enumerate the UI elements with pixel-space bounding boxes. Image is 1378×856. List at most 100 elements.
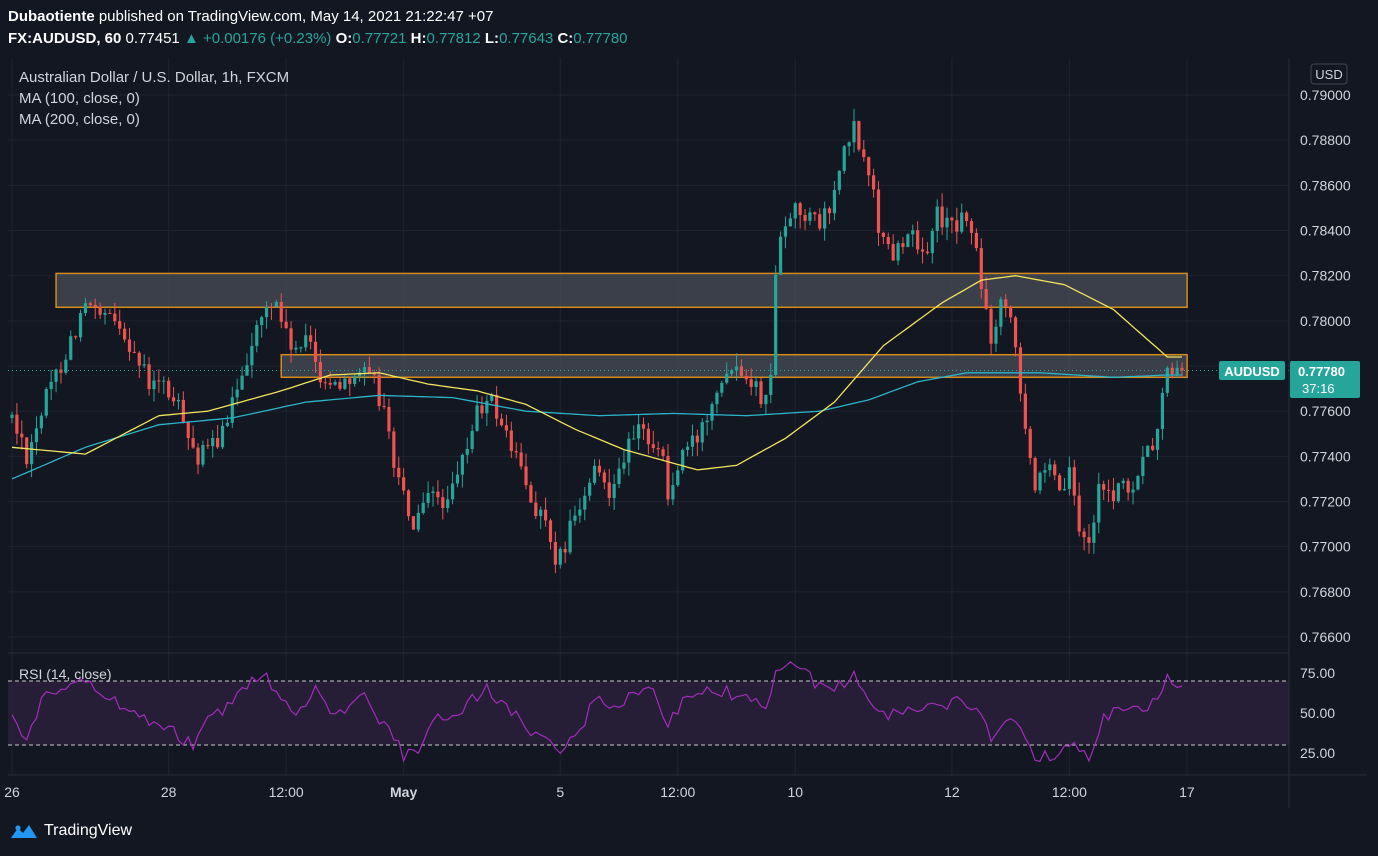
candle-body [49, 381, 53, 389]
candle-body [583, 495, 587, 510]
candle-body [426, 493, 430, 503]
ma100-line [11, 275, 1182, 471]
candle-body [867, 157, 871, 176]
candle-body [1043, 470, 1047, 473]
candle-body [25, 437, 29, 465]
candle-body [607, 482, 611, 498]
candle-body [74, 336, 78, 338]
ma100-legend[interactable]: MA (100, close, 0) [19, 90, 140, 107]
rsi-tick-label: 75.00 [1300, 665, 1335, 681]
time-tick-label: 17 [1179, 784, 1195, 800]
candle-body [847, 142, 851, 147]
candle-body [83, 303, 88, 314]
candle-body [783, 226, 788, 237]
candle-body [876, 189, 881, 233]
candle-body [294, 347, 298, 350]
candle-body [896, 243, 900, 261]
rsi-tick-label: 50.00 [1300, 705, 1335, 721]
candle-body [406, 490, 411, 517]
candle-body [1053, 464, 1057, 476]
close-label: C: [557, 30, 574, 47]
candle-body [793, 203, 797, 219]
candle-body [181, 399, 185, 423]
candle-body [441, 497, 445, 509]
author-name[interactable]: Dubaotiente [8, 8, 95, 25]
candle-body [186, 422, 190, 439]
candle-body [1141, 456, 1145, 476]
publish-header: Dubaotiente published on TradingView.com… [0, 0, 1378, 54]
candle-body [392, 431, 396, 468]
candle-body [862, 149, 866, 158]
time-tick-label: 12:00 [269, 784, 304, 800]
open-label: O: [335, 30, 353, 47]
time-tick-label: 28 [161, 784, 177, 800]
candle-body [519, 452, 523, 467]
candle-body [1160, 392, 1165, 429]
candle-body [211, 437, 215, 447]
candle-body [152, 380, 156, 390]
candle-body [377, 374, 381, 406]
candle-body [402, 477, 406, 491]
candle-body [98, 306, 102, 315]
candle-body [157, 380, 161, 382]
candle-body [1116, 483, 1120, 502]
candle-body [88, 303, 92, 305]
candle-body [710, 404, 714, 421]
candle-body [230, 397, 234, 423]
candle-body [382, 405, 386, 407]
candle-body [1121, 480, 1125, 484]
candle-body [460, 454, 464, 475]
candle-body [1048, 464, 1052, 471]
candle-body [940, 206, 944, 228]
candle-body [1038, 472, 1042, 491]
candle-body [1097, 484, 1101, 523]
candle-body [304, 335, 308, 348]
candle-body [44, 388, 48, 416]
candle-body [974, 232, 978, 249]
time-axis[interactable]: 26 28 12:00 May 5 12:00 10 12 12:00 17 [4, 784, 1195, 800]
candle-body [411, 516, 416, 530]
candle-body [103, 313, 107, 315]
rsi-line [11, 661, 1183, 763]
candle-body [592, 465, 597, 483]
tradingview-logo[interactable]: TradingView [10, 822, 132, 840]
rsi-axis[interactable]: 75.00 50.00 25.00 [1300, 665, 1335, 761]
candle-body [387, 406, 391, 432]
candle-body [641, 424, 646, 429]
candle-body [857, 121, 861, 150]
tradingview-logo-text: TradingView [44, 822, 133, 839]
candle-body [240, 375, 244, 390]
candle-body [54, 369, 58, 382]
candle-body [705, 420, 709, 423]
candle-body [309, 335, 313, 342]
rsi-legend[interactable]: RSI (14, close) [19, 666, 112, 682]
candle-body [788, 218, 792, 227]
candle-body [632, 438, 636, 440]
candle-body [348, 378, 352, 384]
candle-body [509, 430, 513, 452]
candle-body [20, 433, 24, 438]
candle-body [685, 446, 690, 450]
candle-body [886, 237, 890, 245]
candle-body [59, 369, 63, 373]
price-tick-label: 0.78000 [1300, 313, 1351, 329]
candle-body [955, 220, 959, 232]
candle-body [450, 483, 455, 500]
currency-box[interactable] [1310, 63, 1348, 85]
candle-body [499, 418, 504, 426]
candle-body [534, 502, 538, 517]
candle-body [1067, 467, 1072, 489]
candle-body [235, 389, 239, 398]
candle-body [167, 380, 171, 398]
ma200-legend[interactable]: MA (200, close, 0) [19, 111, 140, 128]
candle-body [1013, 317, 1018, 348]
candle-body [906, 234, 910, 248]
candle-body [548, 520, 553, 543]
candle-body [446, 499, 450, 509]
candle-body [470, 430, 474, 449]
time-tick-label: May [390, 784, 417, 800]
time-tick-label: 10 [787, 784, 803, 800]
candle-body [1106, 489, 1111, 491]
candle-body [989, 308, 993, 344]
